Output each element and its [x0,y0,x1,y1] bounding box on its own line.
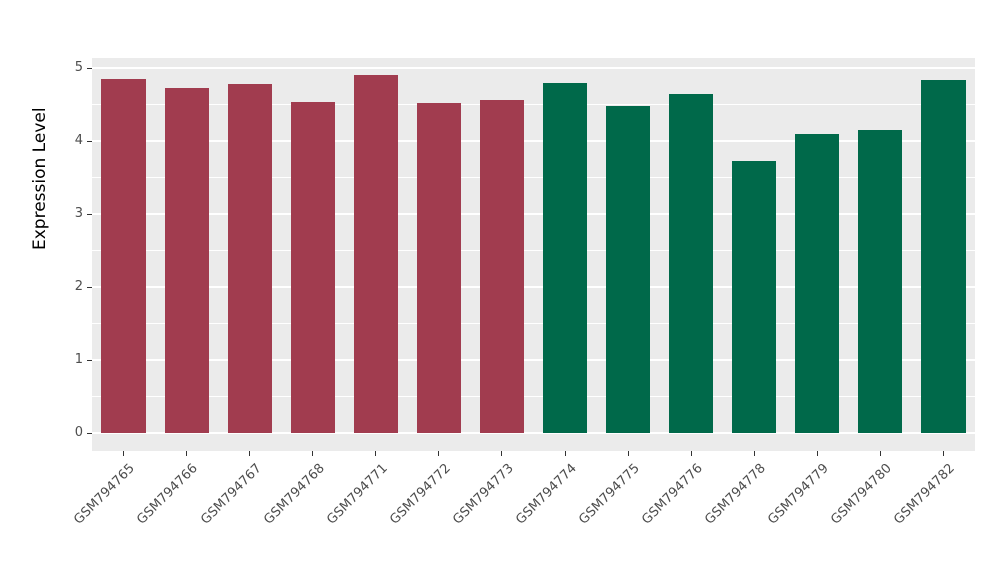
x-tick-mark [123,451,125,456]
minor-gridline [92,323,975,324]
bar-GSM794780 [858,130,903,433]
x-tick-mark [312,451,314,456]
bar-GSM794773 [479,100,525,433]
x-tick-mark [753,451,755,456]
y-tick-label: 2 [74,279,83,294]
bar-GSM794779 [795,133,840,433]
y-tick-label: 4 [74,133,83,148]
x-tick-label: GSM794778 [702,461,769,528]
y-tick-mark [87,213,92,215]
bar-GSM794782 [921,79,966,433]
bar-GSM794771 [353,75,398,433]
major-gridline [92,432,975,434]
x-tick-label: GSM794772 [386,461,454,528]
x-tick-label: GSM794775 [576,461,643,528]
x-tick-label: GSM794776 [639,461,706,528]
y-tick-mark [87,140,92,142]
y-tick-mark [87,286,92,288]
y-tick-mark [87,359,92,361]
bar-GSM794767 [227,84,272,433]
x-tick-mark [375,451,377,456]
x-tick-label: GSM794773 [449,461,517,528]
x-tick-label: GSM794765 [71,461,139,528]
y-tick-mark [87,432,92,434]
bar-GSM794776 [669,93,714,433]
bar-GSM794766 [164,88,209,433]
x-tick-mark [249,451,251,456]
minor-gridline [92,104,975,105]
x-tick-mark [501,451,503,456]
plot-panel [92,58,975,451]
x-tick-mark [186,451,188,456]
bar-GSM794775 [606,105,651,433]
major-gridline [92,286,975,288]
y-tick-mark [87,67,92,69]
x-tick-label: GSM794767 [197,461,265,528]
major-gridline [92,213,975,215]
x-tick-mark [690,451,692,456]
x-tick-mark [816,451,818,456]
y-tick-label: 1 [74,352,83,367]
x-tick-label: GSM794782 [891,461,959,528]
x-tick-mark [564,451,566,456]
x-tick-mark [942,451,944,456]
x-tick-label: GSM794771 [323,461,391,528]
y-tick-label: 0 [74,425,83,440]
bar-GSM794765 [101,78,146,433]
bar-GSM794778 [732,160,777,433]
major-gridline [92,140,975,142]
x-tick-label: GSM794779 [765,461,832,528]
bar-GSM794768 [290,102,335,433]
bar-GSM794774 [542,82,588,433]
x-tick-label: GSM794768 [260,461,328,528]
x-tick-mark [879,451,881,456]
minor-gridline [92,396,975,397]
y-tick-label: 5 [74,60,83,75]
minor-gridline [92,177,975,178]
y-tick-label: 3 [74,206,83,221]
x-tick-label: GSM794766 [134,461,202,528]
x-tick-label: GSM794774 [513,461,580,528]
x-tick-mark [438,451,440,456]
y-axis-title: Expression Level [30,107,50,250]
major-gridline [92,359,975,361]
minor-gridline [92,250,975,251]
x-tick-mark [627,451,629,456]
bar-GSM794772 [416,103,461,433]
major-gridline [92,67,975,69]
x-tick-label: GSM794780 [828,461,896,528]
